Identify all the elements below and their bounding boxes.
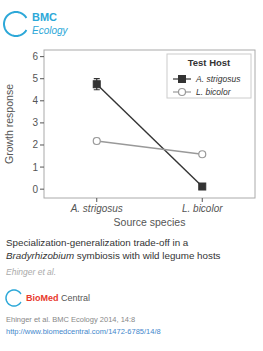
y-tick	[40, 122, 44, 123]
legend-label: A. strigosus	[195, 74, 241, 84]
y-tick-label: 5	[32, 73, 38, 84]
subtitle-part: symbiosis with wild legume hosts	[74, 250, 221, 261]
logo-part: Central	[59, 293, 91, 303]
subtitle: Bradyrhizobium symbiosis with wild legum…	[6, 250, 221, 261]
legend-label: L. bicolor	[196, 87, 232, 97]
y-axis-label: Growth response	[3, 84, 15, 164]
x-tick	[96, 198, 97, 202]
point	[93, 138, 100, 145]
point	[199, 183, 206, 190]
point	[93, 81, 100, 88]
logo-text: BMC	[32, 11, 57, 23]
error-bar	[94, 138, 100, 143]
x-tick-label: A. strigosus	[70, 203, 123, 214]
y-tick	[40, 100, 44, 101]
author: Ehinger et al.	[6, 267, 56, 277]
logo-text: BioMed Central	[26, 293, 90, 303]
subtitle-part: Bradyrhizobium	[6, 250, 74, 261]
plot-frame	[44, 50, 255, 198]
series-line	[97, 141, 203, 154]
y-tick-label: 1	[32, 162, 38, 173]
legend-marker	[179, 76, 186, 83]
footer-citation: Ehinger et al. BMC Ecology 2014, 14:8	[6, 315, 135, 324]
y-tick	[40, 144, 44, 145]
y-tick-label: 3	[32, 117, 38, 128]
logo-arc	[6, 290, 21, 306]
y-tick	[40, 167, 44, 168]
y-tick-label: 2	[32, 139, 38, 150]
legend-marker	[179, 89, 186, 96]
y-tick-label: 6	[32, 51, 38, 62]
footer-url: http://www.biomedcentral.com/1472-6785/1…	[6, 327, 161, 336]
y-tick-label: 4	[32, 95, 38, 106]
y-tick	[40, 56, 44, 57]
legend-title: Test Host	[188, 57, 231, 68]
point	[199, 151, 206, 158]
x-tick-label: L. bicolor	[182, 203, 223, 214]
subtitle: Specialization-generalization trade-off …	[6, 237, 189, 248]
legend: Test Host A. strigosus L. bicolor	[167, 54, 251, 98]
logo-text: Ecology	[32, 25, 69, 36]
chart: BMC Ecology 0 1 2 3 4 5 6 A. strigosus L. bicolor S…	[0, 0, 263, 351]
x-tick	[202, 198, 203, 202]
y-tick	[40, 78, 44, 79]
y-tick-label: 0	[32, 184, 38, 195]
y-tick	[40, 189, 44, 190]
legend-box	[167, 54, 251, 98]
x-axis-label: Source species	[114, 216, 186, 228]
series-line	[97, 84, 203, 186]
logo-part: BioMed	[26, 293, 59, 303]
logo-arc	[4, 12, 26, 36]
error-bar	[94, 79, 100, 90]
